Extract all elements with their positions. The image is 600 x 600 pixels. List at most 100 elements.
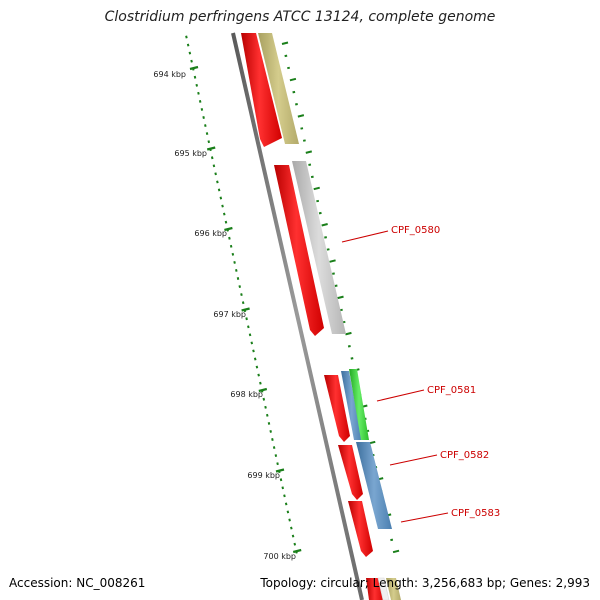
outer-strand-ticks [281,41,400,554]
ruler-label: 696 kbp [194,229,227,238]
gene-bar-olive[interactable] [258,33,299,144]
ruler-major-tick [292,548,302,554]
outer-strand-tick [308,163,312,166]
ruler-minor-tick [265,413,269,417]
outer-strand-tick [321,223,328,227]
ruler-minor-tick [231,252,235,256]
outer-strand-tick [297,114,305,118]
ruler-minor-tick [276,462,279,466]
ruler-minor-tick [186,43,190,47]
outer-strand-tick [392,549,400,554]
ruler-minor-tick [288,518,291,522]
ruler-minor-tick [241,301,245,305]
ruler-minor-tick [291,534,295,538]
ruler-minor-tick [190,59,193,63]
position-ruler [185,35,302,554]
ruler-major-tick [275,468,285,473]
outer-strand-tick [289,77,297,82]
outer-strand-tick [313,186,320,191]
gene-label-cpf-0583[interactable]: CPF_0583 [451,508,500,519]
orf-arrow[interactable] [274,165,324,336]
ruler-minor-tick [219,196,223,200]
outer-strand-tick [300,127,304,130]
ruler-minor-tick [253,357,257,361]
ruler-minor-tick [281,486,285,490]
ruler-label: 697 kbp [213,310,246,319]
orf-arrow[interactable] [338,445,363,500]
ruler-minor-tick [293,542,297,546]
ruler-minor-tick [279,478,283,482]
ruler-minor-tick [185,35,188,39]
genome-backbone [231,32,364,600]
callout-line [389,454,438,466]
orf-arrow[interactable] [324,375,350,442]
outer-strand-tick [316,199,320,203]
ruler-minor-tick [250,341,254,345]
gene-label-cpf-0581[interactable]: CPF_0581 [427,385,476,396]
ruler-minor-tick [235,269,238,272]
genome-summary: Topology: circular; Length: 3,256,683 bp… [260,576,590,590]
gene-bar-blue[interactable] [356,442,392,529]
callout-line [376,389,425,402]
ruler-minor-tick [284,502,288,506]
outer-strand-tick [305,150,313,154]
outer-strand-tick [329,259,336,263]
outer-strand-tick [332,272,335,275]
ruler-minor-tick [271,438,274,441]
gene-features [241,33,401,600]
callout-line [400,512,449,523]
gene-bar-gray[interactable] [292,161,346,334]
outer-strand-tick [326,248,330,251]
ruler-minor-tick [207,140,211,144]
gene-label-cpf-0582[interactable]: CPF_0582 [440,450,489,461]
ruler-minor-tick [272,446,276,449]
ruler-minor-tick [202,116,205,119]
orf-arrow[interactable] [348,501,373,557]
ruler-minor-tick [214,172,217,176]
ruler-minor-tick [217,188,221,192]
ruler-major-tick [241,307,250,312]
ruler-major-tick [189,65,199,71]
ruler-minor-tick [205,132,209,136]
outer-strand-tick [350,357,354,360]
ruler-minor-tick [198,99,202,103]
callout-line [341,230,389,243]
ruler-minor-tick [290,526,293,530]
outer-strand-tick [324,236,327,239]
ruler-minor-tick [274,454,278,458]
gene-bar-olive[interactable] [386,578,401,600]
gene-label-cpf-0580[interactable]: CPF_0580 [391,225,440,236]
outer-strand-tick [302,139,306,142]
orf-arrow[interactable] [241,33,282,147]
ruler-minor-tick [286,510,290,514]
outer-strand-tick [284,54,288,58]
ruler-minor-tick [188,51,192,55]
ruler-minor-tick [195,83,199,87]
ruler-minor-tick [257,373,260,377]
ruler-major-tick [258,387,268,393]
outer-strand-tick [345,331,352,336]
outer-strand-tick [334,284,338,287]
ruler-label: 700 kbp [263,552,296,561]
ruler-minor-tick [248,333,252,337]
ruler-minor-tick [216,180,219,184]
ruler-minor-tick [240,293,243,297]
ruler-minor-tick [193,75,197,79]
outer-strand-tick [295,103,298,106]
ruler-minor-tick [200,108,204,111]
ruler-label: 699 kbp [247,471,280,480]
ruler-label: 694 kbp [153,70,186,79]
ruler-minor-tick [238,285,242,288]
outer-strand-tick [287,66,290,70]
ruler-label: 698 kbp [230,390,263,399]
gene-bar-green[interactable] [349,369,369,440]
ruler-minor-tick [229,244,233,248]
ruler-major-tick [206,146,216,151]
ruler-minor-tick [204,124,207,127]
gene-bar-blue[interactable] [341,371,362,440]
gene-callouts: CPF_0580 CPF_0581 CPF_0582 CPF_0583 [341,225,500,523]
outer-strand-tick [337,295,344,300]
ruler-minor-tick [259,381,262,385]
ruler-minor-tick [264,405,267,409]
